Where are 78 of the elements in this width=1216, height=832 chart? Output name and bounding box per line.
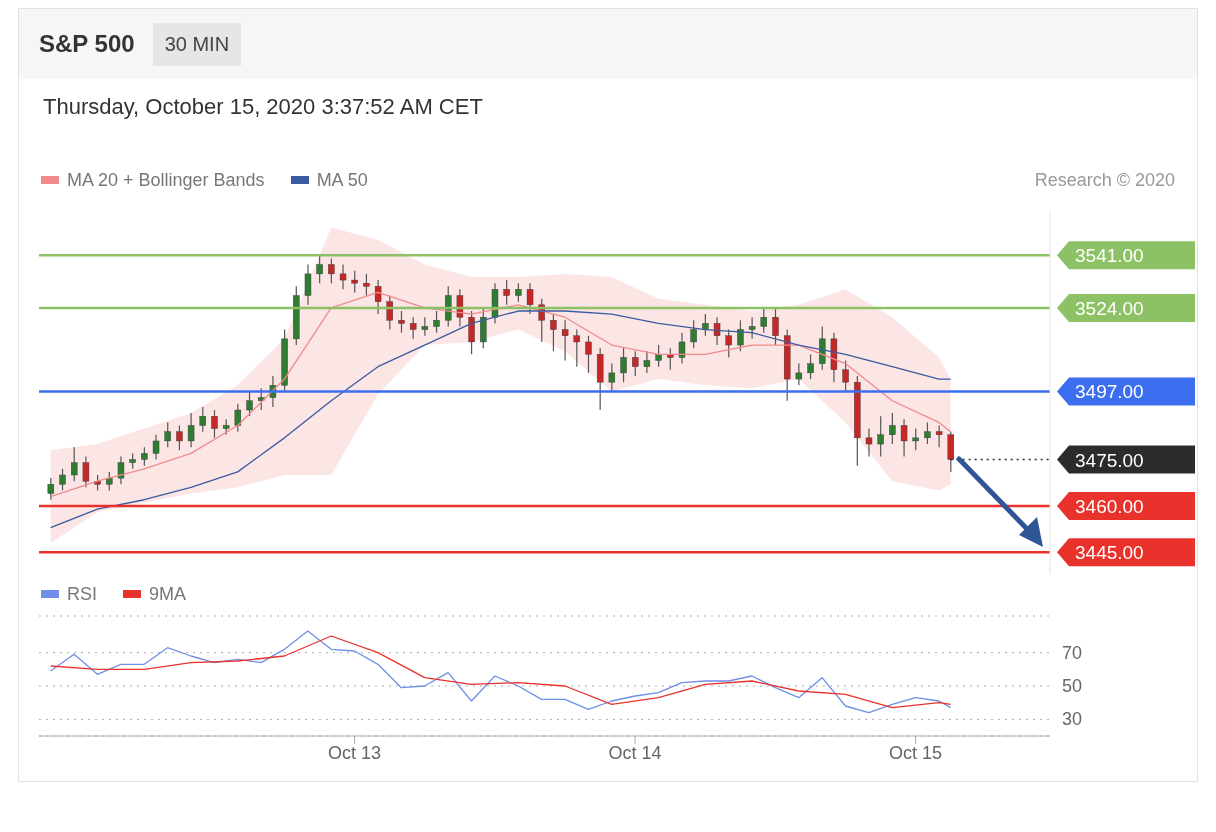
candlestick bbox=[398, 310, 405, 334]
candlestick bbox=[807, 353, 814, 380]
candlestick bbox=[760, 307, 767, 334]
legend-label: 9MA bbox=[149, 583, 187, 605]
candlestick bbox=[561, 319, 569, 362]
candlestick bbox=[246, 390, 253, 417]
candlestick bbox=[608, 363, 616, 393]
candlestick bbox=[865, 427, 873, 458]
candlestick bbox=[339, 264, 347, 290]
candlestick bbox=[900, 418, 908, 458]
candlestick bbox=[526, 282, 534, 315]
candlestick bbox=[351, 270, 358, 294]
candlestick bbox=[515, 282, 522, 303]
y-tick-label: 3460.00 bbox=[1075, 495, 1144, 517]
y-tick-label: 3445.00 bbox=[1075, 542, 1144, 564]
candlestick bbox=[117, 455, 125, 485]
chart-subtitle: 30 MIN bbox=[152, 22, 242, 66]
y-tick-label: 50 bbox=[1062, 676, 1083, 696]
candlestick bbox=[713, 316, 721, 346]
candlestick bbox=[211, 409, 218, 439]
candlestick bbox=[47, 477, 55, 501]
candlestick bbox=[59, 468, 66, 492]
candlestick bbox=[678, 332, 686, 365]
candlestick bbox=[421, 316, 429, 337]
text: Research © 2020 bbox=[1034, 169, 1175, 191]
y-tick-label: 3541.00 bbox=[1075, 245, 1144, 267]
candlestick bbox=[702, 313, 709, 337]
candlestick bbox=[82, 455, 90, 488]
legend-label: MA 50 bbox=[316, 169, 368, 191]
line-series bbox=[50, 310, 952, 529]
candlestick bbox=[106, 471, 113, 492]
y-tick-label: 3524.00 bbox=[1075, 297, 1144, 319]
candlestick bbox=[258, 387, 265, 411]
candlestick bbox=[632, 350, 639, 377]
candlestick bbox=[655, 344, 662, 368]
candlestick bbox=[585, 335, 592, 374]
y-tick-label: 3497.00 bbox=[1075, 381, 1144, 403]
legend-label: RSI bbox=[67, 583, 98, 605]
candlestick bbox=[877, 415, 884, 458]
candlestick bbox=[935, 424, 943, 448]
candlestick bbox=[409, 316, 417, 340]
text: Thursday, October 15, 2020 3:37:52 AM CET bbox=[42, 93, 484, 121]
candlestick bbox=[620, 347, 627, 383]
candlestick bbox=[842, 359, 849, 393]
candlestick bbox=[748, 316, 756, 340]
candlestick bbox=[433, 310, 440, 334]
candlestick bbox=[164, 421, 171, 448]
candlestick bbox=[187, 412, 195, 448]
candlestick bbox=[71, 446, 78, 482]
candlestick bbox=[386, 294, 393, 331]
candlestick bbox=[912, 427, 919, 451]
candlestick bbox=[234, 403, 242, 433]
legend-label: MA 20 + Bollinger Bands bbox=[67, 169, 265, 191]
y-tick-label: 30 bbox=[1062, 709, 1083, 730]
candlestick bbox=[152, 434, 160, 461]
candlestick bbox=[772, 307, 779, 346]
candlestick bbox=[363, 273, 370, 297]
candlestick bbox=[690, 319, 697, 349]
candlestick bbox=[176, 424, 183, 451]
y-tick-label: 3475.00 bbox=[1075, 449, 1144, 471]
x-tick-label: Oct 13 bbox=[328, 742, 382, 763]
candlestick bbox=[328, 257, 335, 284]
candlestick bbox=[199, 406, 206, 433]
candlestick bbox=[304, 264, 312, 306]
x-tick-label: Oct 14 bbox=[608, 742, 662, 763]
candlestick bbox=[503, 279, 510, 306]
candlestick bbox=[141, 446, 148, 467]
candlestick bbox=[795, 363, 803, 386]
candlestick bbox=[573, 328, 580, 368]
candlestick bbox=[924, 421, 931, 445]
candlestick bbox=[374, 279, 382, 315]
candlestick bbox=[550, 313, 557, 352]
candlestick bbox=[643, 350, 651, 374]
y-tick-label: 70 bbox=[1062, 642, 1083, 663]
candlestick bbox=[889, 412, 896, 445]
chart-title: S&P 500 bbox=[39, 30, 135, 58]
candlestick bbox=[316, 254, 323, 284]
x-tick-label: Oct 15 bbox=[889, 742, 943, 763]
